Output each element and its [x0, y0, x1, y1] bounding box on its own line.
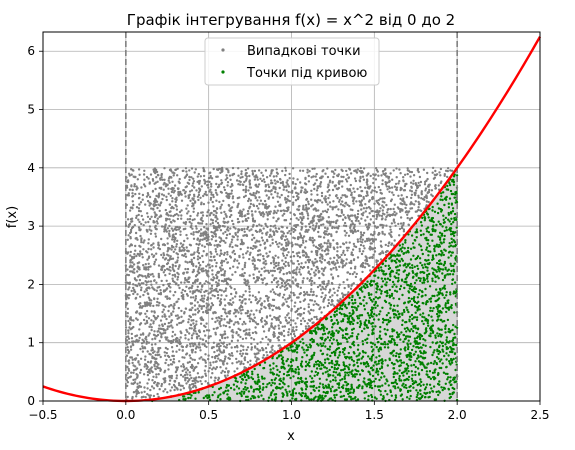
- y-axis-label: f(x): [5, 206, 20, 228]
- y-tick-label: 2: [27, 277, 35, 291]
- legend-label-random: Випадкові точки: [247, 44, 361, 59]
- y-tick-label: 1: [27, 336, 35, 350]
- y-tick-label: 6: [27, 44, 35, 58]
- x-tick-label: 2.0: [448, 408, 467, 422]
- scatter-points: [124, 166, 459, 403]
- x-tick-label: 1.5: [365, 408, 384, 422]
- x-tick-label: 2.5: [530, 408, 549, 422]
- y-tick-label: 4: [27, 161, 35, 175]
- legend-frame: [204, 37, 380, 86]
- legend-label-under-curve: Точки під кривою: [246, 66, 367, 81]
- random-points: [124, 166, 458, 401]
- legend-marker-under-curve: [221, 70, 225, 74]
- bound-lines: [125, 32, 458, 401]
- y-tick-label: 3: [27, 219, 35, 233]
- x-axis-label: x: [287, 429, 295, 444]
- x-tick-label: 1.0: [282, 408, 301, 422]
- x-tick-label: 0.5: [199, 408, 218, 422]
- chart-title: Графік інтегрування f(x) = x^2 від 0 до …: [127, 11, 455, 29]
- points-under-curve: [151, 170, 459, 403]
- x-tick-label: 0.0: [116, 408, 135, 422]
- y-tick-label: 0: [27, 394, 35, 408]
- legend: Випадкові точки Точки під кривою: [204, 37, 380, 86]
- axes: −0.5 0.0 0.5 1.0 1.5 2.0 2.5 0 1 2 3 4 5 6: [27, 31, 550, 422]
- legend-marker-random: [221, 48, 225, 52]
- y-tick-label: 5: [27, 103, 35, 117]
- x-tick-label: −0.5: [28, 408, 57, 422]
